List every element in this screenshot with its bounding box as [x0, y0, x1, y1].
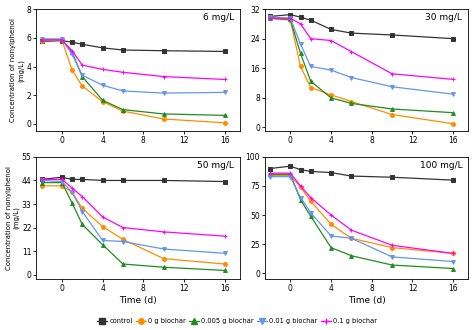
- X-axis label: Time (d): Time (d): [348, 296, 385, 305]
- X-axis label: Time (d): Time (d): [119, 296, 157, 305]
- Text: 30 mg/L: 30 mg/L: [426, 13, 462, 22]
- Y-axis label: Concentration of nonylphenol
(mg/L): Concentration of nonylphenol (mg/L): [10, 18, 24, 122]
- Y-axis label: Concentration of nonylphenol
(mg/L): Concentration of nonylphenol (mg/L): [6, 166, 19, 270]
- Text: 100 mg/L: 100 mg/L: [419, 160, 462, 170]
- Text: 6 mg/L: 6 mg/L: [203, 13, 234, 22]
- Text: 50 mg/L: 50 mg/L: [197, 160, 234, 170]
- Legend: control, 0 g biochar, 0.005 g biochar, 0.01 g biochar, 0.1 g biochar: control, 0 g biochar, 0.005 g biochar, 0…: [95, 315, 379, 327]
